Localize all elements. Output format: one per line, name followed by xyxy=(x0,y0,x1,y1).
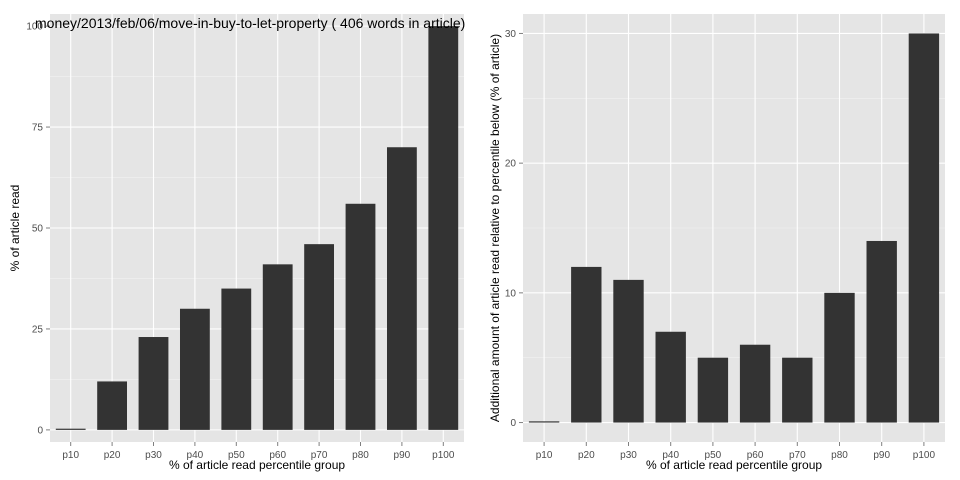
bar-p20 xyxy=(571,266,602,423)
y-tick-label: 100 xyxy=(26,22,43,33)
y-tick-label: 30 xyxy=(505,29,517,40)
x-axis-label: % of article read percentile group xyxy=(169,458,345,472)
x-tick-label: p60 xyxy=(269,450,286,461)
bar-p20 xyxy=(97,381,128,430)
bar-p100 xyxy=(908,33,940,423)
bar-p90 xyxy=(866,240,897,423)
x-tick-label: p50 xyxy=(228,450,245,461)
y-tick-label: 0 xyxy=(37,425,43,436)
x-tick-label: p80 xyxy=(352,450,369,461)
x-tick-label: p100 xyxy=(432,450,455,461)
x-tick-label: p10 xyxy=(536,450,553,461)
x-tick-label: p30 xyxy=(145,450,162,461)
left-chart: 0 25 50 75 100 p10 p20 p30 p40 p50 p60 p70 p80 p90 p10… xyxy=(8,14,465,472)
x-axis-label: % of article read percentile group xyxy=(646,458,822,472)
x-tick-label: p100 xyxy=(913,450,936,461)
chart-title: money/2013/feb/06/move-in-buy-to-let-pro… xyxy=(35,15,465,31)
x-tick-label: p50 xyxy=(705,450,722,461)
bar-p60 xyxy=(739,344,771,423)
bar-p100 xyxy=(428,26,459,430)
y-tick-label: 25 xyxy=(32,324,44,335)
y-tick-label: 20 xyxy=(505,159,517,170)
bar-p70 xyxy=(782,357,813,423)
x-tick-label: p60 xyxy=(747,450,764,461)
y-axis-label: Additional amount of article read relati… xyxy=(488,34,502,422)
y-tick-label: 50 xyxy=(32,224,44,235)
bar-p80 xyxy=(824,292,855,423)
bar-p80 xyxy=(345,203,376,430)
x-tick-label: p80 xyxy=(831,450,848,461)
x-tick-label: p40 xyxy=(187,450,204,461)
x-tick-label: p90 xyxy=(873,450,890,461)
x-tick-label: p70 xyxy=(311,450,328,461)
x-tick-label: p30 xyxy=(620,450,637,461)
bar-p50 xyxy=(221,288,252,430)
x-tick-label: p90 xyxy=(394,450,411,461)
x-tick-label: p10 xyxy=(62,450,79,461)
bar-p40 xyxy=(179,308,210,430)
bar-p40 xyxy=(655,331,686,423)
x-tick-label: p20 xyxy=(104,450,121,461)
bar-p50 xyxy=(697,357,729,423)
bar-p70 xyxy=(304,244,335,430)
bar-p30 xyxy=(613,279,644,423)
bar-p30 xyxy=(138,337,169,430)
x-tick-label: p70 xyxy=(789,450,806,461)
x-tick-label: p40 xyxy=(662,450,679,461)
x-tick-label: p20 xyxy=(578,450,595,461)
y-axis-label: % of article read xyxy=(8,185,22,272)
bar-p90 xyxy=(386,147,417,430)
right-chart: 0 10 20 30 p10 p20 p30 p40 p50 p60 p70 p80 p90 p100 % … xyxy=(488,14,945,472)
bar-p10 xyxy=(55,428,86,430)
y-tick-label: 10 xyxy=(505,288,517,299)
y-tick-label: 75 xyxy=(32,123,44,134)
bar-p10 xyxy=(528,421,560,423)
bar-p60 xyxy=(262,264,293,430)
y-tick-label: 0 xyxy=(510,418,516,429)
